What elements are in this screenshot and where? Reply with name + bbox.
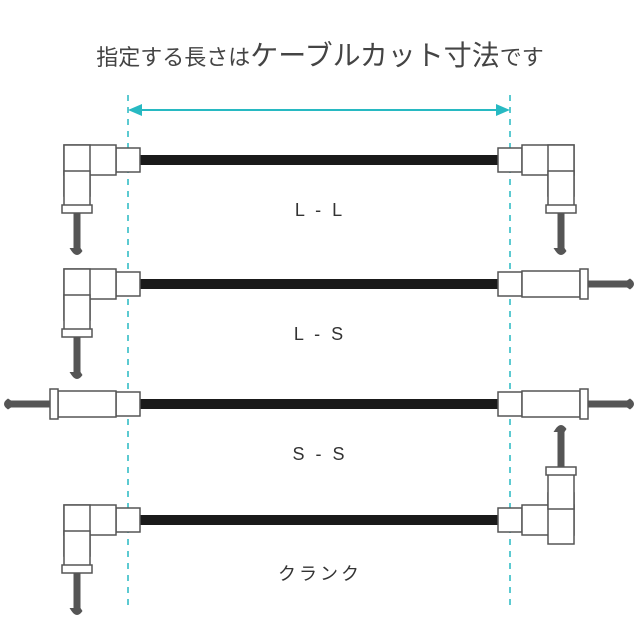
diagram-canvas [0,0,640,640]
cable-type-label: L - S [0,324,640,345]
cable-type-label: S - S [0,444,640,465]
cable-row [4,389,634,419]
cable-type-label: クランク [0,560,640,586]
cable-type-label: L - L [0,200,640,221]
